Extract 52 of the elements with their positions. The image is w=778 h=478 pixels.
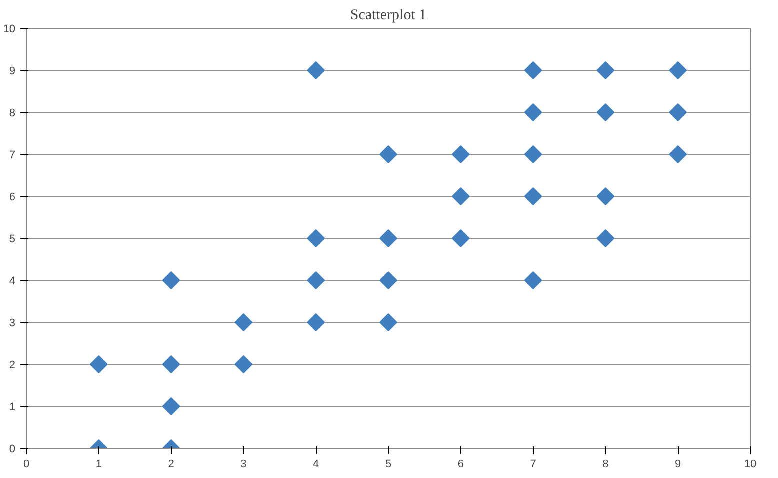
y-tick-label: 6 [9, 192, 16, 204]
x-tick-label: 0 [23, 458, 30, 470]
x-tick-label: 1 [96, 458, 102, 470]
chart-title: Scatterplot 1 [350, 8, 427, 24]
point [162, 356, 180, 374]
point [307, 272, 326, 290]
point [524, 104, 542, 122]
point [234, 356, 253, 374]
point [380, 230, 398, 248]
point [380, 272, 398, 290]
y-tick-label: 10 [3, 24, 16, 36]
y-tick-label: 9 [9, 66, 16, 78]
y-tick-label: 7 [9, 150, 16, 162]
point [380, 146, 398, 164]
point [234, 314, 253, 332]
y-tick-label: 0 [9, 444, 16, 456]
x-tick-label: 7 [530, 458, 536, 470]
point [524, 272, 542, 290]
y-tick-label: 4 [9, 276, 16, 288]
point [524, 146, 542, 164]
point [452, 230, 470, 248]
point [452, 188, 470, 206]
x-tick-label: 2 [168, 458, 174, 470]
point [669, 146, 688, 164]
point [524, 62, 542, 80]
y-tick-label: 1 [9, 402, 16, 414]
point [452, 146, 470, 164]
x-tick-label: 10 [744, 458, 757, 470]
y-tick-label: 2 [9, 360, 16, 372]
y-tick-label: 3 [9, 318, 16, 330]
x-tick-label: 6 [458, 458, 464, 470]
point [307, 230, 326, 248]
point [524, 188, 542, 206]
point [162, 272, 180, 290]
point [307, 62, 326, 80]
x-tick-label: 5 [385, 458, 392, 470]
point [596, 230, 615, 248]
point [90, 356, 108, 374]
point [669, 62, 688, 80]
point [162, 398, 180, 416]
point [596, 62, 615, 80]
x-tick-label: 8 [602, 458, 609, 470]
point [669, 104, 688, 122]
point [596, 104, 615, 122]
x-tick-label: 4 [313, 458, 320, 470]
point [307, 314, 326, 332]
y-tick-label: 8 [9, 108, 16, 120]
y-tick-label: 5 [9, 234, 16, 246]
point [380, 314, 398, 332]
x-tick-label: 9 [675, 458, 682, 470]
point [596, 188, 615, 206]
x-tick-label: 3 [240, 458, 247, 470]
